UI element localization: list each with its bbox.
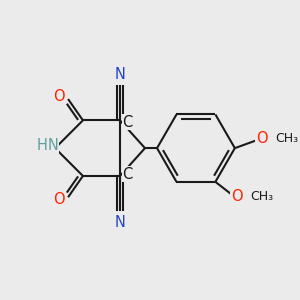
Text: N: N <box>115 215 125 230</box>
Text: O: O <box>53 192 64 207</box>
Text: N: N <box>115 67 125 82</box>
Text: N: N <box>48 138 59 153</box>
Text: H: H <box>37 138 48 153</box>
Text: CH₃: CH₃ <box>250 190 274 203</box>
Text: C: C <box>122 167 133 182</box>
Text: O: O <box>256 131 268 146</box>
Text: CH₃: CH₃ <box>276 132 299 146</box>
Text: O: O <box>53 89 64 104</box>
Text: O: O <box>231 189 242 204</box>
Text: C: C <box>122 115 133 130</box>
